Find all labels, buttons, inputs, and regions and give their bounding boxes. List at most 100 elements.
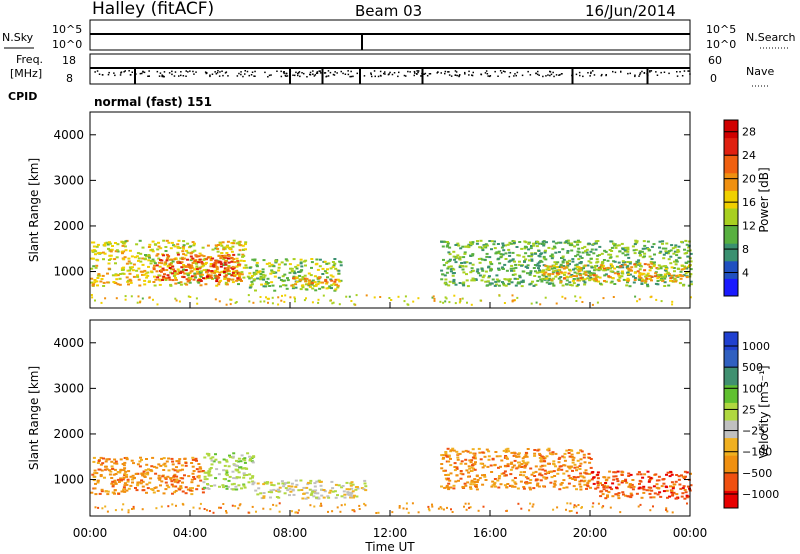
heatmap-cell [270, 270, 274, 273]
velocity-heatmap [90, 447, 693, 514]
heatmap-cell [544, 275, 548, 278]
heatmap-cell [575, 505, 578, 508]
heatmap-cell [602, 486, 606, 488]
nave-point [423, 73, 425, 75]
heatmap-cell [643, 252, 647, 255]
heatmap-cell [198, 466, 202, 469]
heatmap-cell [114, 274, 118, 277]
heatmap-cell [526, 477, 530, 480]
heatmap-cell [537, 485, 541, 488]
heatmap-cell [553, 480, 557, 483]
heatmap-cell [627, 278, 631, 281]
heatmap-cell [532, 244, 536, 247]
heatmap-cell [261, 268, 265, 271]
heatmap-cell [554, 242, 558, 245]
heatmap-cell [198, 507, 201, 510]
nave-point [297, 72, 300, 74]
heatmap-cell [301, 284, 305, 287]
heatmap-cell [491, 480, 495, 483]
heatmap-cell [189, 296, 192, 298]
heatmap-cell [597, 268, 601, 271]
heatmap-cell [130, 295, 133, 298]
nave-point [499, 70, 502, 72]
heatmap-cell [182, 264, 186, 266]
heatmap-cell [519, 471, 523, 474]
heatmap-cell [631, 488, 635, 491]
heatmap-cell [471, 448, 475, 451]
heatmap-cell [498, 455, 502, 458]
nave-point [456, 74, 458, 77]
heatmap-cell [520, 264, 524, 267]
heatmap-cell [174, 282, 178, 285]
heatmap-cell [674, 259, 678, 262]
heatmap-cell [636, 270, 640, 273]
heatmap-cell [313, 485, 317, 488]
nave-point [120, 71, 123, 73]
nave-point [192, 70, 194, 73]
heatmap-cell [611, 277, 615, 280]
heatmap-cell [665, 507, 668, 510]
heatmap-cell [652, 243, 656, 246]
nave-point [251, 71, 254, 73]
heatmap-cell [516, 466, 520, 469]
x-tick-label: 08:00 [273, 526, 308, 540]
heatmap-cell [604, 497, 608, 500]
heatmap-cell [625, 266, 629, 269]
heatmap-cell [199, 467, 203, 470]
heatmap-cell [511, 273, 515, 276]
heatmap-cell [557, 268, 561, 271]
heatmap-cell [176, 481, 180, 484]
nave-point [270, 74, 272, 76]
nave-point [267, 76, 269, 78]
heatmap-cell [572, 485, 576, 488]
heatmap-cell [134, 487, 137, 489]
heatmap-cell [616, 494, 620, 497]
heatmap-cell [146, 473, 150, 476]
heatmap-cell [553, 267, 557, 270]
heatmap-cell [277, 266, 281, 269]
heatmap-cell [459, 299, 462, 302]
heatmap-cell [452, 281, 456, 284]
heatmap-cell [144, 272, 148, 275]
heatmap-cell [209, 474, 213, 477]
heatmap-cell [637, 471, 641, 474]
heatmap-cell [164, 279, 168, 281]
heatmap-cell [615, 478, 619, 480]
heatmap-cell [158, 478, 162, 481]
heatmap-cell [503, 263, 507, 266]
heatmap-cell [178, 488, 182, 491]
heatmap-cell [182, 253, 186, 256]
heatmap-cell [315, 480, 319, 483]
nave-point [592, 70, 594, 72]
heatmap-cell [207, 471, 211, 474]
heatmap-cell [230, 257, 233, 260]
heatmap-cell [571, 260, 575, 263]
heatmap-cell [565, 470, 569, 473]
heatmap-cell [232, 477, 236, 480]
heatmap-cell [481, 247, 485, 250]
heatmap-cell [555, 272, 559, 275]
heatmap-cell [621, 248, 625, 250]
freq-label-2: [MHz] [10, 67, 42, 80]
heatmap-cell [244, 264, 248, 267]
heatmap-cell [147, 246, 151, 248]
heatmap-cell [584, 469, 588, 472]
heatmap-cell [215, 278, 219, 281]
heatmap-cell [217, 254, 221, 257]
heatmap-cell [184, 254, 188, 257]
heatmap-cell [529, 467, 533, 470]
heatmap-cell [625, 481, 629, 484]
heatmap-cell [175, 475, 179, 478]
heatmap-cell [585, 487, 588, 490]
heatmap-cell [445, 271, 449, 274]
heatmap-cell [559, 271, 563, 274]
nave-point [508, 75, 511, 78]
heatmap-cell [182, 257, 186, 260]
heatmap-cell [362, 488, 366, 491]
heatmap-cell [305, 288, 309, 291]
heatmap-cell [490, 240, 494, 243]
heatmap-cell [561, 284, 565, 287]
heatmap-cell [556, 261, 560, 264]
heatmap-cell [363, 502, 366, 505]
heatmap-cell [530, 253, 534, 256]
